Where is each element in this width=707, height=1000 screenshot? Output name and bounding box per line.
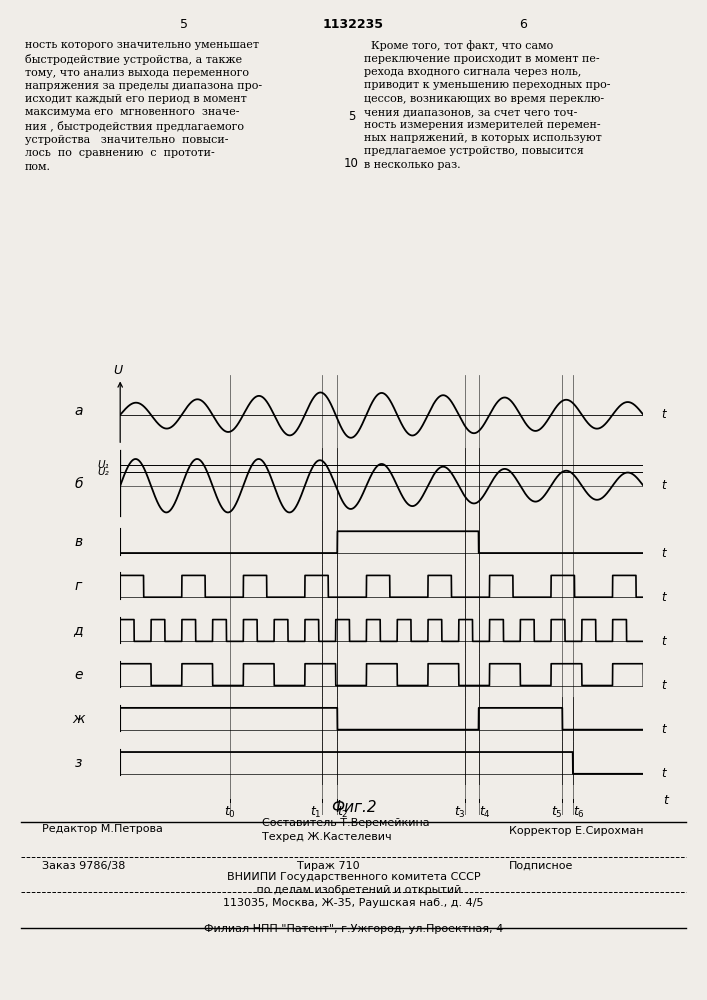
- Text: 5: 5: [348, 110, 355, 123]
- Text: Корректор Е.Сирохман: Корректор Е.Сирохман: [509, 826, 643, 836]
- Text: 1132235: 1132235: [323, 18, 384, 31]
- Text: $t_3$: $t_3$: [454, 805, 465, 820]
- Text: 6: 6: [519, 18, 527, 31]
- Text: t: t: [662, 723, 666, 736]
- Text: t: t: [662, 679, 666, 692]
- Text: ность которого значительно уменьшает
быстродействие устройства, а также
тому, чт: ность которого значительно уменьшает быс…: [25, 40, 262, 172]
- Text: U: U: [113, 364, 122, 377]
- Text: Кроме того, тот факт, что само
переключение происходит в момент пе-
рехода входн: Кроме того, тот факт, что само переключе…: [364, 40, 611, 170]
- Text: Подписное: Подписное: [509, 861, 573, 871]
- Text: Тираж 710: Тираж 710: [297, 861, 360, 871]
- Text: U₂: U₂: [97, 467, 109, 477]
- Text: ВНИИПИ Государственного комитета СССР: ВНИИПИ Государственного комитета СССР: [227, 872, 480, 882]
- Text: Составитель Т.Веремейкина: Составитель Т.Веремейкина: [262, 818, 429, 828]
- Text: t: t: [662, 635, 666, 648]
- Text: д: д: [74, 623, 83, 637]
- Text: t: t: [662, 479, 666, 492]
- Text: б: б: [74, 477, 83, 491]
- Text: Техред Ж.Кастелевич: Техред Ж.Кастелевич: [262, 832, 391, 842]
- Text: в: в: [74, 535, 83, 549]
- Text: а: а: [74, 404, 83, 418]
- Text: t: t: [663, 794, 668, 806]
- Text: з: з: [75, 756, 82, 770]
- Text: $t_6$: $t_6$: [573, 805, 585, 820]
- Text: 113035, Москва, Ж-35, Раушская наб., д. 4/5: 113035, Москва, Ж-35, Раушская наб., д. …: [223, 898, 484, 908]
- Text: г: г: [75, 579, 82, 593]
- Text: 5: 5: [180, 18, 188, 31]
- Text: t: t: [662, 767, 666, 780]
- Text: $t_0$: $t_0$: [224, 805, 236, 820]
- Text: t: t: [662, 547, 666, 560]
- Text: е: е: [74, 668, 83, 682]
- Text: U₁: U₁: [97, 460, 109, 470]
- Text: $t_5$: $t_5$: [551, 805, 562, 820]
- Text: Редактор М.Петрова: Редактор М.Петрова: [42, 824, 163, 834]
- Text: t: t: [662, 408, 666, 421]
- Text: ж: ж: [72, 712, 85, 726]
- Text: Фиг.2: Фиг.2: [331, 800, 376, 816]
- Text: t: t: [662, 591, 666, 604]
- Text: $t_1$: $t_1$: [310, 805, 322, 820]
- Text: Заказ 9786/38: Заказ 9786/38: [42, 861, 126, 871]
- Text: Филиал НПП "Патент", г.Ужгород, ул.Проектная, 4: Филиал НПП "Патент", г.Ужгород, ул.Проек…: [204, 924, 503, 934]
- Text: по делам изобретений и открытий: по делам изобретений и открытий: [246, 885, 461, 895]
- Text: $t_4$: $t_4$: [479, 805, 491, 820]
- Text: 10: 10: [344, 157, 359, 170]
- Text: $t_2$: $t_2$: [337, 805, 349, 820]
